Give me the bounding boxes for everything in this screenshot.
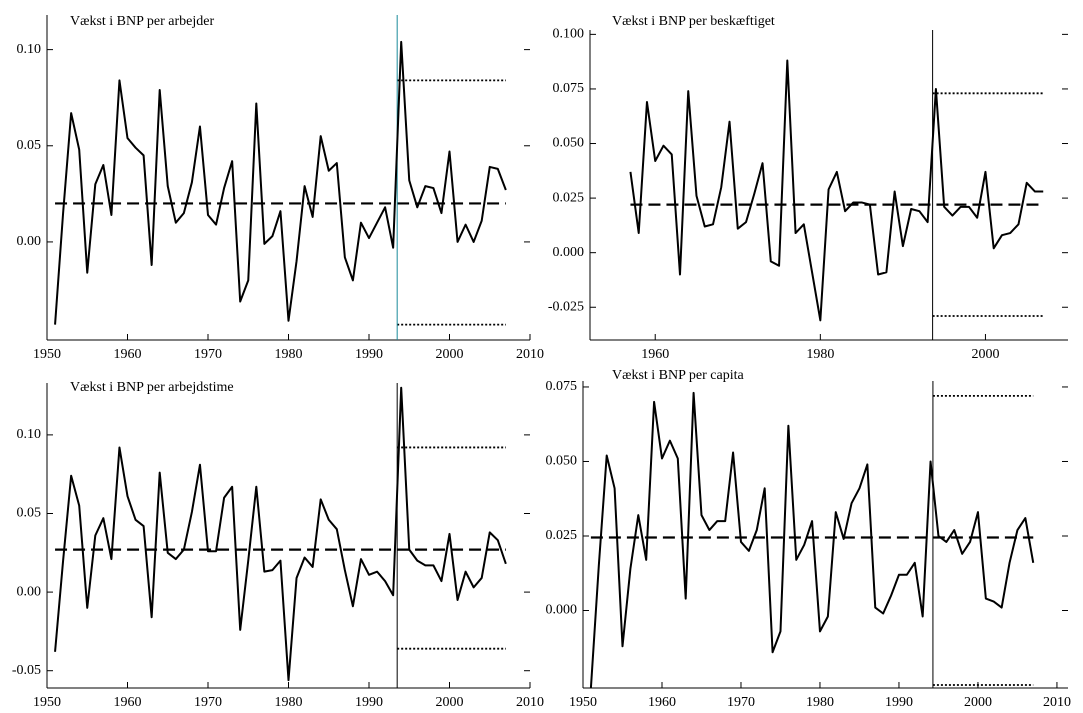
x-tick-label: 2000 [964, 695, 992, 710]
panel-title: Vækst i BNP per beskæftiget [612, 14, 775, 29]
y-tick-label: 0.100 [553, 27, 585, 42]
panel: 0.10 0.05 0.00 1950 1960 1970 1980 1990 2000 2010… [17, 14, 545, 362]
x-tick-label: 1970 [727, 695, 755, 710]
y-tick-label: 0.050 [546, 454, 578, 469]
panel-title: Vækst i BNP per capita [612, 368, 744, 383]
y-tick-label: 0.025 [553, 190, 585, 205]
x-tick-label: 1980 [806, 695, 834, 710]
x-tick-label: 1960 [648, 695, 676, 710]
y-tick-label: 0.10 [17, 427, 42, 442]
series-line [54, 40, 507, 325]
x-tick-label: 1980 [275, 347, 303, 362]
x-tick-label: 2000 [436, 695, 464, 710]
y-tick-label: 0.025 [546, 528, 578, 543]
panel: 0.100 0.075 0.050 0.025 0.000 -0.025 1960 1980 2… [548, 14, 1068, 362]
x-tick-label: 1950 [33, 347, 61, 362]
y-tick-label: 0.000 [546, 603, 578, 618]
y-tick-label: 0.00 [17, 584, 42, 599]
x-tick-label: 2010 [516, 695, 544, 710]
x-tick-label: 1990 [355, 347, 383, 362]
y-tick-label: 0.050 [553, 136, 585, 151]
y-tick-label: 0.05 [17, 138, 42, 153]
series-line [589, 391, 1035, 689]
panel: 0.075 0.050 0.025 0.000 1950 1960 1970 1980 1990… [546, 368, 1071, 710]
y-tick-label: -0.05 [12, 663, 41, 678]
y-tick-label: 0.10 [17, 42, 42, 57]
x-tick-label: 2000 [436, 347, 464, 362]
x-tick-label: 1970 [194, 695, 222, 710]
x-tick-label: 2000 [971, 347, 999, 362]
y-tick-label: -0.025 [548, 299, 584, 314]
panel: 0.10 0.05 0.00 -0.05 1950 1960 1970 1980 1990 200… [12, 380, 544, 710]
x-tick-label: 1960 [114, 347, 142, 362]
x-tick-label: 2010 [516, 347, 544, 362]
x-tick-label: 1990 [885, 695, 913, 710]
x-tick-label: 1950 [33, 695, 61, 710]
x-tick-label: 2010 [1043, 695, 1071, 710]
y-tick-label: 0.05 [17, 506, 42, 521]
y-tick-label: 0.000 [553, 245, 585, 260]
x-tick-label: 1950 [569, 695, 597, 710]
x-tick-label: 1970 [194, 347, 222, 362]
x-tick-label: 1960 [641, 347, 669, 362]
y-tick-label: 0.075 [553, 81, 585, 96]
x-tick-label: 1990 [355, 695, 383, 710]
x-tick-label: 1980 [275, 695, 303, 710]
panel-title: Vækst i BNP per arbejder [70, 14, 214, 29]
y-tick-label: 0.00 [17, 234, 42, 249]
y-tick-label: 0.075 [546, 379, 578, 394]
x-tick-label: 1980 [806, 347, 834, 362]
x-tick-label: 1960 [114, 695, 142, 710]
series-line [629, 59, 1044, 322]
series-line [54, 386, 507, 682]
panel-title: Vækst i BNP per arbejdstime [70, 380, 234, 395]
